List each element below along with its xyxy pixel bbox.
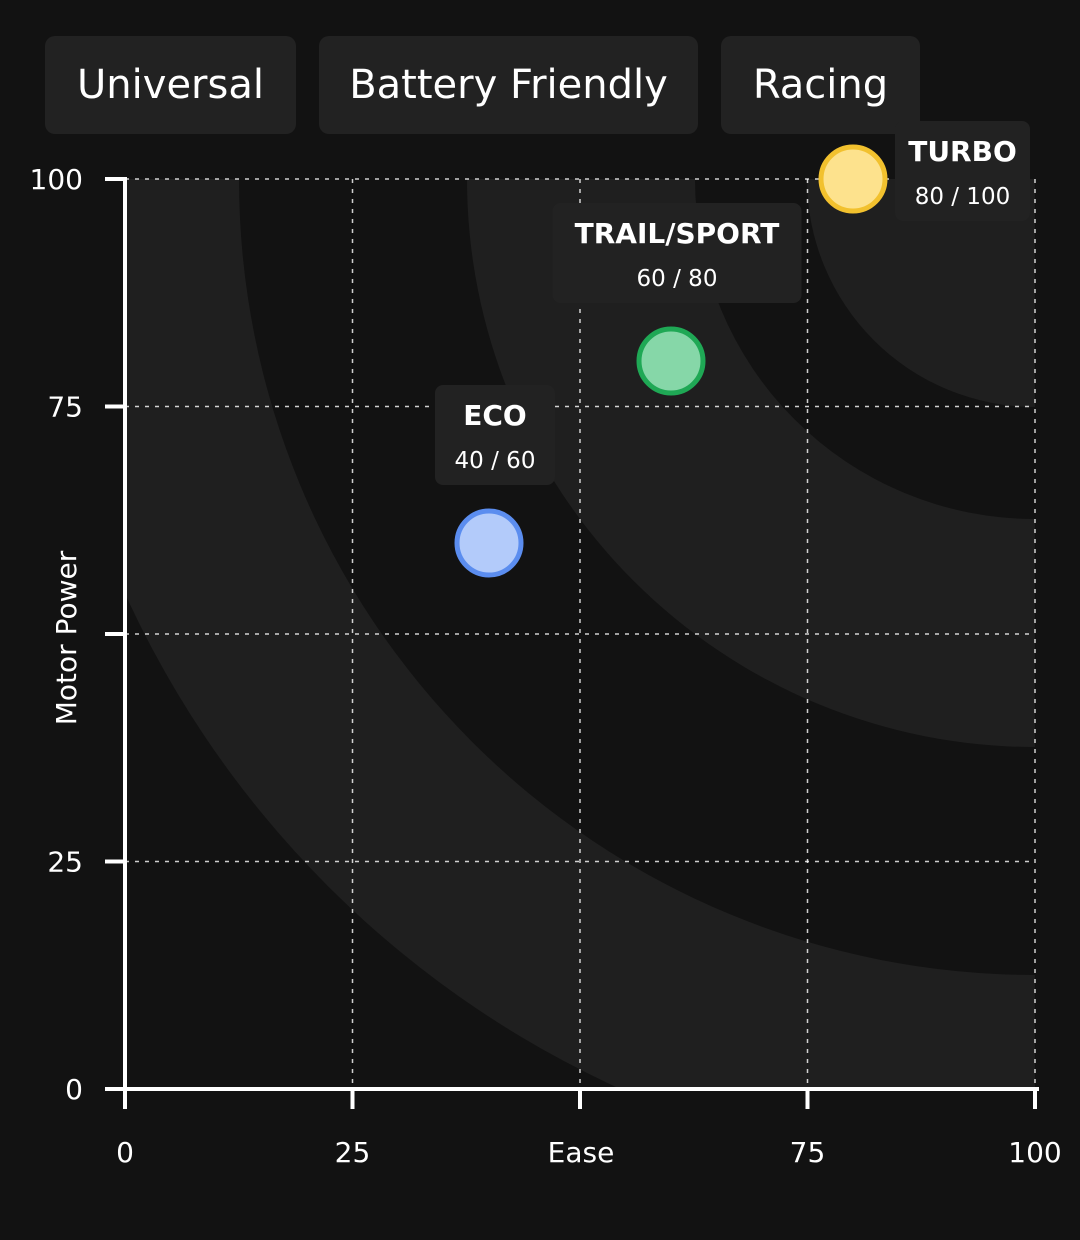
mode-point-turbo: TURBO 80 / 100 [818,121,1030,221]
tab-racing[interactable]: Racing [721,36,920,134]
point-marker [454,508,524,578]
point-label-box [895,121,1030,221]
y-tick-label: 0 [65,1073,83,1106]
y-axis-label: Motor Power [50,550,83,725]
grid-lines [125,178,1036,1089]
x-tick-label: 0 [116,1136,134,1169]
preset-tabs: Universal Battery Friendly Racing [0,0,1080,140]
tab-universal[interactable]: Universal [45,36,296,134]
mode-point-eco: ECO 40 / 60 [435,385,555,578]
point-value-label: 40 / 60 [455,448,536,474]
point-value-label: 60 / 80 [637,266,718,292]
y-tick-label: 75 [47,391,83,424]
x-tick-label: 75 [790,1136,826,1169]
x-tick-label: 100 [1008,1136,1061,1169]
tick-marks: 0 25 75 100 0 25 75 100 [30,163,1062,1169]
point-name-label: ECO [463,399,526,432]
x-tick-label: 25 [335,1136,371,1169]
point-label-box [552,203,802,303]
point-name-label: TRAIL/SPORT [575,217,780,250]
tab-battery-friendly[interactable]: Battery Friendly [319,36,698,134]
point-marker [818,144,888,214]
mode-point-trail-sport: TRAIL/SPORT 60 / 80 [552,203,802,396]
x-axis-label: Ease [548,1136,615,1169]
band-ring [807,179,1035,407]
y-tick-label: 100 [30,163,83,196]
y-tick-label: 25 [47,846,83,879]
point-label-box [435,385,555,485]
point-marker [636,326,706,396]
point-name-label: TURBO [908,135,1017,168]
point-value-label: 80 / 100 [915,184,1011,210]
data-points: ECO 40 / 60 TRAIL/SPORT 60 / 80 TURBO 80 / 10… [435,121,1030,578]
